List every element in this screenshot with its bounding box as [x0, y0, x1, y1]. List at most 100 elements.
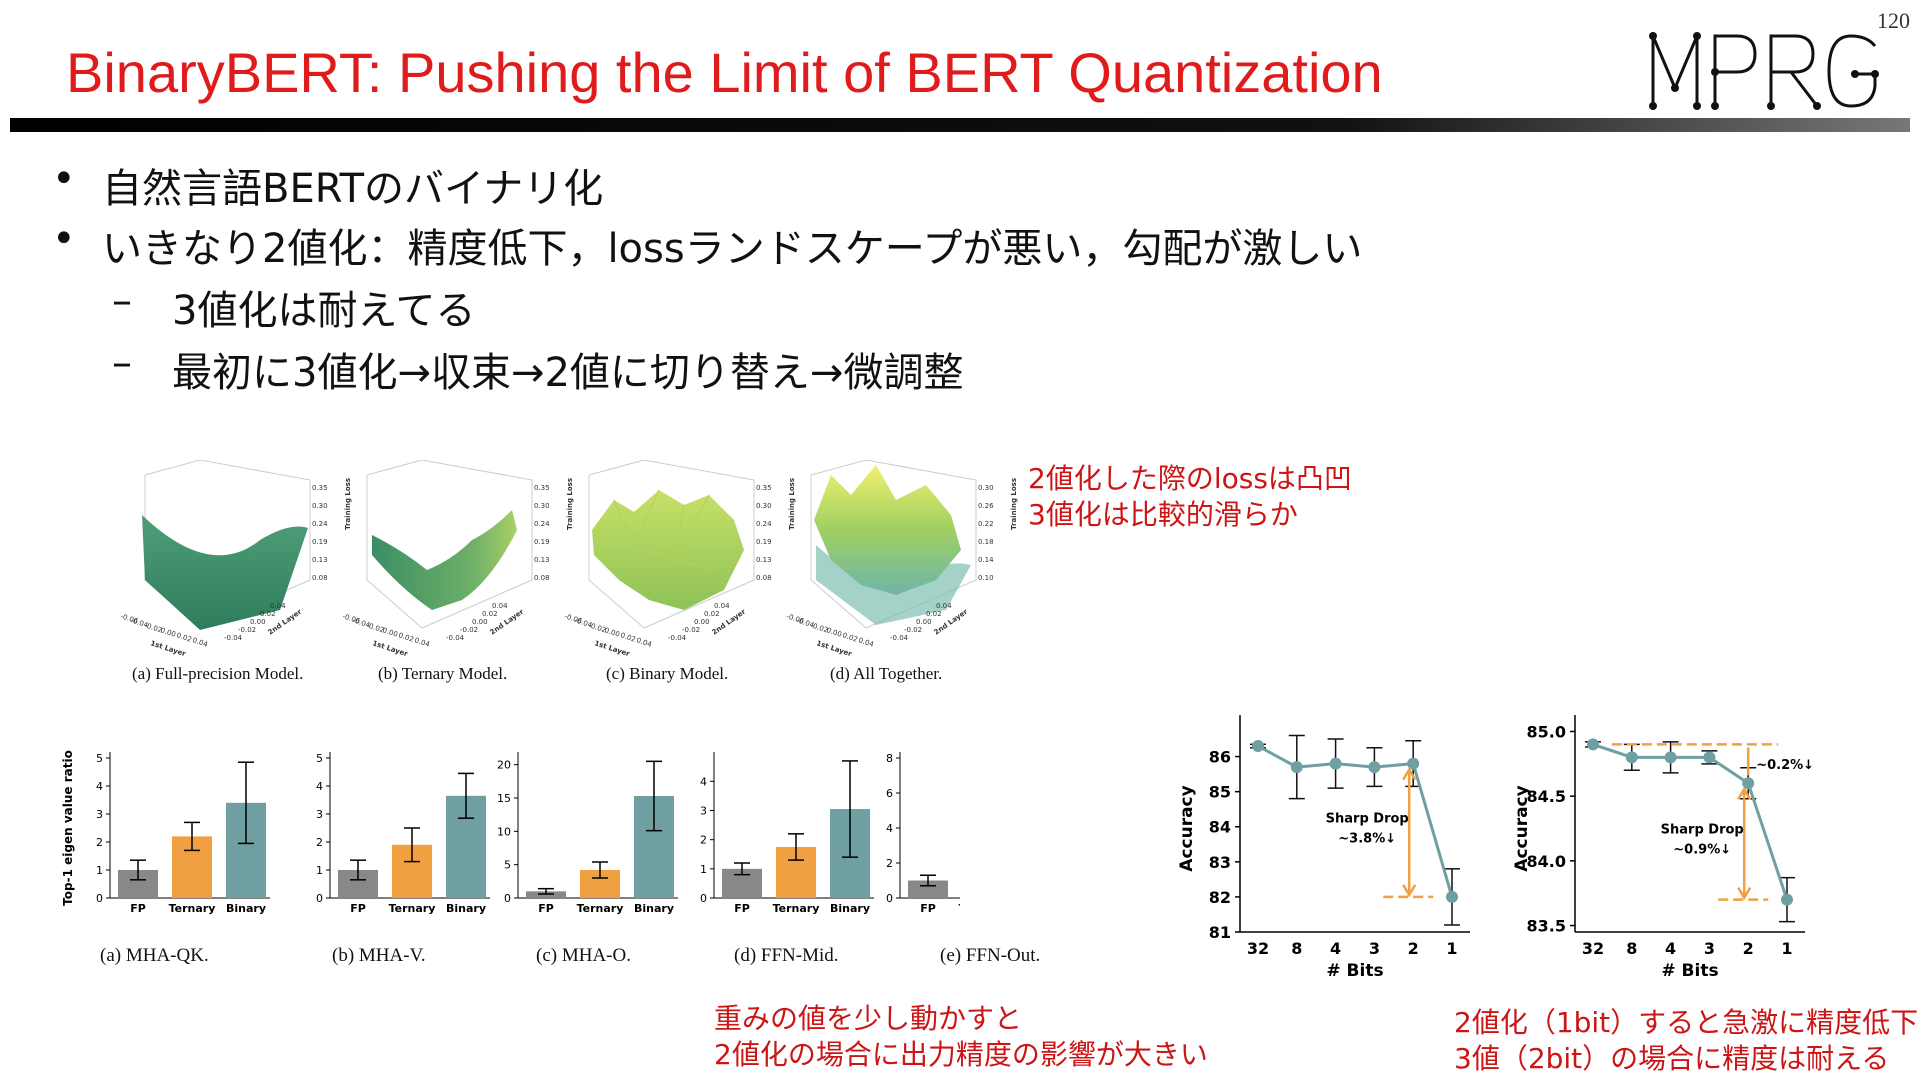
svg-text:0.30: 0.30	[978, 484, 994, 492]
acc-ytick-label: 84.5	[1527, 787, 1566, 806]
note-landscape-1: 2値化した際のlossは凸凹	[1028, 462, 1352, 495]
eigen-ytick-label: 1	[700, 863, 707, 876]
svg-text:0.18: 0.18	[978, 538, 994, 546]
acc-xtick-label: 4	[1330, 939, 1341, 958]
svg-text:-0.02: -0.02	[682, 626, 700, 634]
acc-point	[1252, 740, 1264, 753]
surface-fp	[142, 515, 308, 630]
svg-text:0.19: 0.19	[756, 538, 772, 546]
svg-text:0.35: 0.35	[534, 484, 550, 492]
svg-text:0.24: 0.24	[312, 520, 328, 528]
acc-ytick-label: 85.0	[1527, 722, 1566, 741]
svg-text:0.13: 0.13	[534, 556, 550, 564]
svg-text:0.35: 0.35	[756, 484, 772, 492]
eigen-caption-v: (b) MHA-V.	[332, 945, 426, 966]
eigen-ytick-label: 0	[700, 892, 707, 905]
landscape-panel-fp: 0.35 0.30 0.24 0.19 0.13 0.08 Training Loss…	[120, 460, 352, 658]
eigen-category-label: Ternary	[959, 902, 960, 915]
svg-text:-0.02: -0.02	[460, 626, 478, 634]
eigen-bar	[908, 880, 948, 898]
svg-text:0.02: 0.02	[397, 631, 414, 643]
eigen-ytick-label: 3	[96, 808, 103, 821]
eigen-panel: 0 5 10 15 20 FP Ternary Binary	[497, 752, 678, 915]
acc-point	[1625, 751, 1638, 764]
sub-bullet-text: 最初に3値化→収束→2値に切り替え→微調整	[172, 350, 964, 396]
svg-text:-0.04: -0.04	[890, 634, 909, 642]
acc-ytick-label: 86	[1209, 748, 1231, 767]
note-acc-2: 3値（2bit）の場合に精度は耐える	[1454, 1042, 1890, 1075]
svg-text:0.24: 0.24	[756, 520, 772, 528]
eigen-ytick-label: 1	[96, 864, 103, 877]
eigen-ytick-label: 0	[316, 892, 323, 905]
svg-text:0.02: 0.02	[260, 610, 276, 618]
svg-text:0.04: 0.04	[492, 602, 508, 610]
eigen-category-label: FP	[350, 902, 366, 915]
mprg-logo: MPRG	[1649, 32, 1879, 110]
svg-text:0.00: 0.00	[159, 626, 176, 638]
svg-text:0.00: 0.00	[250, 618, 266, 626]
eigen-category-label: Binary	[634, 902, 674, 915]
landscape-caption-binary: (c) Binary Model.	[606, 664, 729, 683]
drop-annotation-value: ~3.8%↓	[1338, 831, 1396, 846]
svg-text:0.02: 0.02	[926, 610, 942, 618]
eigen-caption-qk: (a) MHA-QK.	[100, 945, 209, 966]
acc-xtick-label: 4	[1665, 939, 1676, 958]
title-rule	[10, 118, 1910, 132]
drop2-annotation: ~0.2%↓	[1756, 758, 1814, 773]
svg-text:-0.04: -0.04	[446, 634, 465, 642]
note-landscape-2: 3値化は比較的滑らか	[1028, 498, 1298, 531]
sub-bullet-text: 3値化は耐えてる	[172, 288, 476, 334]
svg-text:0.00: 0.00	[472, 618, 488, 626]
svg-text:0.13: 0.13	[312, 556, 328, 564]
eigen-ytick-label: 0	[96, 892, 103, 905]
acc-xtick-label: 8	[1626, 939, 1637, 958]
svg-text:0.02: 0.02	[619, 631, 636, 643]
svg-text:0.30: 0.30	[312, 502, 328, 510]
acc-series-line	[1592, 742, 1789, 901]
acc-xtick-label: 32	[1247, 939, 1269, 958]
svg-text:1st Layer: 1st Layer	[371, 639, 409, 658]
svg-text:0.04: 0.04	[413, 636, 431, 649]
eigen-category-label: FP	[920, 902, 936, 915]
acc-point	[1329, 757, 1342, 770]
svg-text:1st Layer: 1st Layer	[593, 639, 631, 658]
svg-text:0.04: 0.04	[936, 602, 952, 610]
eigen-category-label: Ternary	[389, 902, 436, 915]
landscape-panel-ternary: 0.35 0.30 0.24 0.19 0.13 0.08 Training Loss…	[341, 460, 574, 658]
loss-landscape-figure: 0.35 0.30 0.24 0.19 0.13 0.08 Training Loss…	[120, 460, 1018, 658]
svg-text:Training Loss: Training Loss	[1010, 478, 1018, 530]
eigen-ytick-label: 2	[886, 857, 893, 870]
eigen-category-label: FP	[130, 902, 146, 915]
eigen-ytick-label: 8	[886, 752, 893, 765]
svg-text:Training Loss: Training Loss	[566, 478, 574, 530]
eigen-panel: 0 1 2 3 4 5 FP Ternary Binary	[316, 752, 490, 915]
drop-annotation: Sharp Drop	[1661, 822, 1744, 837]
drop-annotation: Sharp Drop	[1326, 811, 1409, 826]
drop-annotation-value: ~0.9%↓	[1673, 842, 1731, 857]
svg-text:1st Layer: 1st Layer	[149, 639, 187, 658]
eigen-panel: 0 1 2 3 4 FP Ternary Binary	[700, 752, 874, 915]
svg-text:0.00: 0.00	[694, 618, 710, 626]
acc-xtick-label: 3	[1369, 939, 1380, 958]
eigen-ytick-label: 3	[700, 805, 707, 818]
acc-ytick-label: 81	[1209, 923, 1231, 942]
surface-ternary	[372, 510, 517, 610]
eigen-ytick-label: 0	[886, 892, 893, 905]
drop-arrowhead	[1402, 884, 1417, 898]
eigen-ytick-label: 2	[96, 836, 103, 849]
svg-text:0.08: 0.08	[534, 574, 550, 582]
surface-binary	[592, 490, 744, 610]
eigen-caption-ffn-mid: (d) FFN-Mid.	[734, 945, 839, 966]
acc-series-line	[1257, 744, 1454, 898]
eigen-ytick-label: 4	[96, 780, 103, 793]
acc-ytick-label: 82	[1209, 888, 1231, 907]
svg-text:0.00: 0.00	[825, 626, 842, 638]
svg-text:0.08: 0.08	[756, 574, 772, 582]
acc-xtick-label: 2	[1743, 939, 1754, 958]
acc-xtick-label: 8	[1291, 939, 1302, 958]
eigen-ytick-label: 5	[96, 752, 103, 765]
eigen-ytick-label: 2	[700, 834, 707, 847]
svg-text:0.00: 0.00	[916, 618, 932, 626]
svg-text:0.14: 0.14	[978, 556, 994, 564]
